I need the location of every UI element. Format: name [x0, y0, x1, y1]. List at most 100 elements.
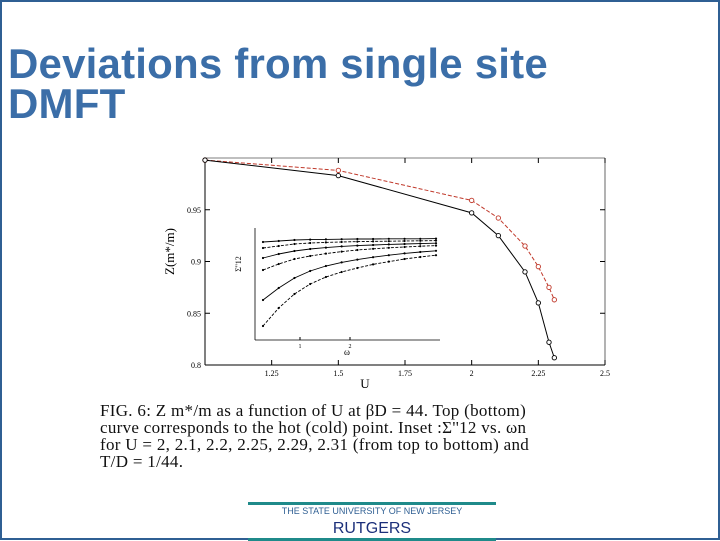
inset-series-point — [340, 245, 343, 248]
inset-series-point — [419, 239, 422, 242]
inset-series-line — [262, 245, 437, 271]
cold-series-point — [546, 339, 552, 345]
inset-series-point — [387, 243, 390, 246]
inset-series-point — [419, 237, 422, 240]
inset-series-point — [309, 254, 312, 258]
cold-series-point — [335, 172, 341, 179]
x-tick-label: 2 — [470, 369, 474, 378]
hot-series-line — [204, 159, 555, 300]
inset-series-line — [262, 250, 437, 301]
inset-series-point — [324, 246, 328, 249]
hot-series-point — [546, 284, 552, 291]
inset-series-point — [293, 242, 296, 246]
inset-series-point — [387, 260, 390, 263]
slide-title-line1: Deviations from single site — [8, 40, 548, 87]
inset-series-point — [434, 249, 438, 252]
y-tick-label: 0.9 — [191, 258, 201, 267]
x-tick-label: 1.25 — [265, 369, 279, 378]
inset-series-point — [261, 240, 265, 244]
inset-series-point — [261, 268, 265, 272]
inset-x-tick-label: 1 — [299, 344, 302, 350]
hot-series-point — [335, 167, 341, 174]
inset-series-point — [434, 254, 438, 257]
x-axis-label: U — [360, 376, 370, 390]
inset-series-point — [387, 240, 390, 243]
y-tick-label: 0.85 — [187, 309, 201, 318]
inset-series-point — [419, 245, 422, 248]
inset-series-point — [371, 247, 375, 250]
x-tick-label: 1.75 — [398, 369, 412, 378]
y-axis-label: Z(m*/m) — [162, 228, 177, 275]
inset-series-point — [419, 255, 422, 259]
slide-title-line2: DMFT — [8, 80, 126, 127]
hot-series-point — [495, 215, 501, 221]
cold-series-line — [204, 159, 555, 358]
hot-series-point — [551, 297, 557, 303]
inset-series-point — [293, 292, 296, 296]
inset-series-point — [277, 244, 280, 248]
inset-series-point — [434, 239, 438, 242]
inset-series-point — [419, 242, 422, 245]
inset-series-point — [340, 261, 343, 264]
cold-series-point — [202, 157, 208, 163]
inset-series-point — [434, 242, 438, 245]
inset-y-label: Σ''12 — [234, 256, 243, 272]
hot-series-point — [522, 243, 528, 249]
inset-series-point — [371, 243, 375, 247]
inset-series-point — [387, 246, 390, 249]
inset-series-point — [261, 298, 265, 302]
cold-series-point — [469, 210, 475, 216]
footer-university: THE STATE UNIVERSITY OF NEW JERSEY — [281, 506, 463, 516]
inset-series-point — [403, 245, 406, 249]
cold-series-point — [551, 355, 557, 361]
inset-series-point — [309, 247, 312, 251]
inset-series-point — [309, 269, 312, 273]
inset-series-point — [356, 258, 359, 261]
inset-series-point — [261, 246, 265, 250]
inset-series-point — [324, 275, 328, 279]
inset-series-point — [293, 249, 296, 253]
inset-series-point — [356, 248, 359, 252]
inset-series-point — [403, 252, 406, 255]
inset-series-point — [277, 306, 280, 310]
x-tick-label: 2.25 — [531, 369, 545, 378]
inset-series-point — [277, 252, 280, 256]
inset-series-point — [261, 324, 265, 328]
university-footer: THE STATE UNIVERSITY OF NEW JERSEY RUTGE… — [248, 502, 496, 541]
inset-series-point — [403, 239, 406, 243]
x-tick-label: 1.5 — [333, 369, 343, 378]
inset-series-point — [324, 238, 328, 241]
inset-series-point — [293, 257, 296, 261]
inset-series-point — [403, 242, 406, 246]
inset-series-point — [371, 256, 375, 259]
inset-series-point — [356, 240, 359, 243]
inset-series-point — [324, 252, 328, 255]
inset-series-point — [340, 250, 343, 253]
inset-series-point — [277, 286, 280, 290]
inset-series-point — [403, 257, 406, 261]
y-tick-label: 0.95 — [187, 206, 201, 215]
inset-series-point — [324, 241, 328, 244]
x-tick-label: 2.5 — [600, 369, 610, 378]
zm-vs-u-figure: 1.25 1.5 1.75 2 2.25 2.5 0.95 0.9 0.85 0.8 U Z(m*/m… — [162, 157, 610, 390]
inset-series-point — [277, 239, 280, 243]
inset-series-point — [293, 276, 296, 280]
inset-series-point — [309, 241, 312, 245]
inset-x-label: ω — [344, 347, 350, 357]
inset-series-point — [434, 237, 438, 240]
y-tick-label: 0.8 — [191, 361, 201, 370]
inset-series-line — [262, 242, 437, 259]
inset-series-point — [340, 238, 343, 241]
inset-series-point — [356, 244, 359, 247]
inset-series-point — [387, 237, 390, 240]
slide-title: Deviations from single site DMFT — [8, 40, 688, 127]
inset-series-line — [262, 238, 437, 243]
inset-series-point — [387, 254, 390, 257]
inset-series-point — [293, 238, 296, 242]
inset-series-point — [371, 240, 375, 243]
inset-series-point — [309, 282, 312, 286]
inset-series-point — [324, 264, 328, 268]
inset-series-point — [261, 256, 265, 260]
inset-series-point — [340, 240, 343, 244]
inset-series-point — [403, 237, 406, 240]
